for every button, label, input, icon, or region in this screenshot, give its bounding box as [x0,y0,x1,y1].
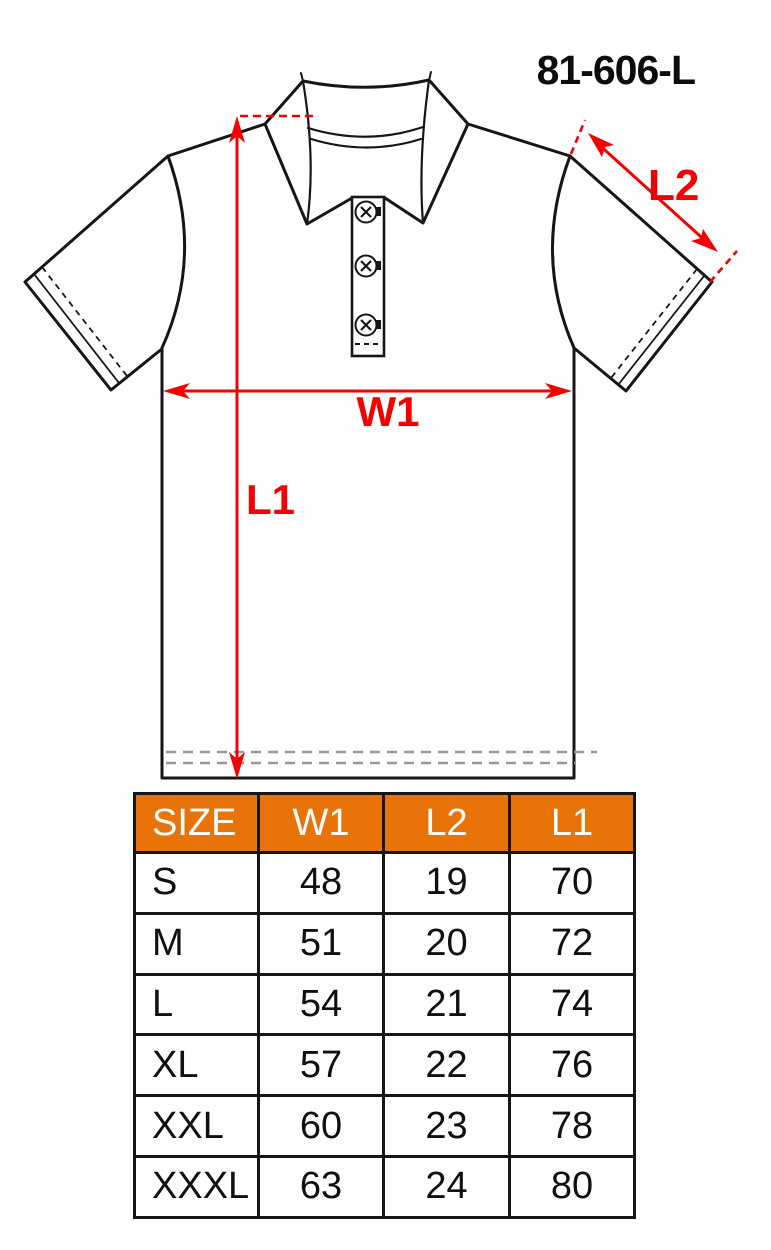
col-header-l1: L1 [508,792,636,854]
cell-l2: 22 [382,1033,511,1098]
cuff-stitching [33,266,705,386]
w1-label: W1 [357,388,420,435]
arrowhead-lower [691,229,718,252]
polo-shirt-diagram: L1 W1 L2 [23,71,738,780]
cell-l2: 23 [382,1094,511,1158]
cell-l2: 21 [382,972,511,1037]
cell-w1: 60 [257,1094,385,1158]
col-header-l2: L2 [382,792,511,854]
collar [263,71,470,226]
table-row: XXXL 63 24 80 [133,1154,636,1219]
table-row: XL 57 22 76 [133,1033,636,1098]
button-placket [350,195,386,358]
arrowhead-up [229,116,245,143]
col-header-w1: W1 [257,792,385,854]
cell-w1: 51 [257,911,385,976]
cell-size: S [133,851,260,915]
cell-l1: 78 [508,1094,636,1158]
cell-size: XXXL [133,1154,260,1219]
table-row: XXL 60 23 78 [133,1094,636,1158]
cell-l2: 20 [382,911,511,976]
cell-l1: 76 [508,1033,636,1098]
dimension-l1: L1 [229,114,313,779]
table-header-row: SIZE W1 L2 L1 [133,792,636,854]
button-icon [354,254,381,278]
button-icon [354,200,381,224]
table-row: L 54 21 74 [133,972,636,1037]
cell-size: L [133,972,260,1037]
table-row: S 48 19 70 [133,851,636,915]
cell-size: M [133,911,260,976]
table-row: M 51 20 72 [133,911,636,976]
dimension-w1: W1 [163,383,572,435]
product-code-title: 81-606-L [536,47,696,93]
cell-w1: 57 [257,1033,385,1098]
button-icon [354,313,381,337]
arrowhead-right [545,383,572,399]
col-header-size: SIZE [133,792,260,854]
cell-l1: 72 [508,911,636,976]
cell-l1: 70 [508,851,636,915]
cell-l2: 24 [382,1154,511,1219]
cell-w1: 63 [257,1154,385,1219]
cell-w1: 48 [257,851,385,915]
back-neck-seam [306,125,425,138]
cell-l2: 19 [382,851,511,915]
dimension-l2: L2 [569,119,738,283]
l1-label: L1 [246,476,295,523]
l2-label: L2 [648,161,699,210]
cell-l1: 74 [508,972,636,1037]
cell-w1: 54 [257,972,385,1037]
arrowhead-down [229,752,245,779]
arrowhead-upper [588,133,614,157]
size-table: SIZE W1 L2 L1 S 48 19 70 M 51 20 72 L 54 [133,792,636,1219]
cell-size: XXL [133,1094,260,1158]
shirt-body [160,122,576,780]
cell-l1: 80 [508,1154,636,1219]
cell-size: XL [133,1033,260,1098]
arrowhead-left [163,383,190,399]
